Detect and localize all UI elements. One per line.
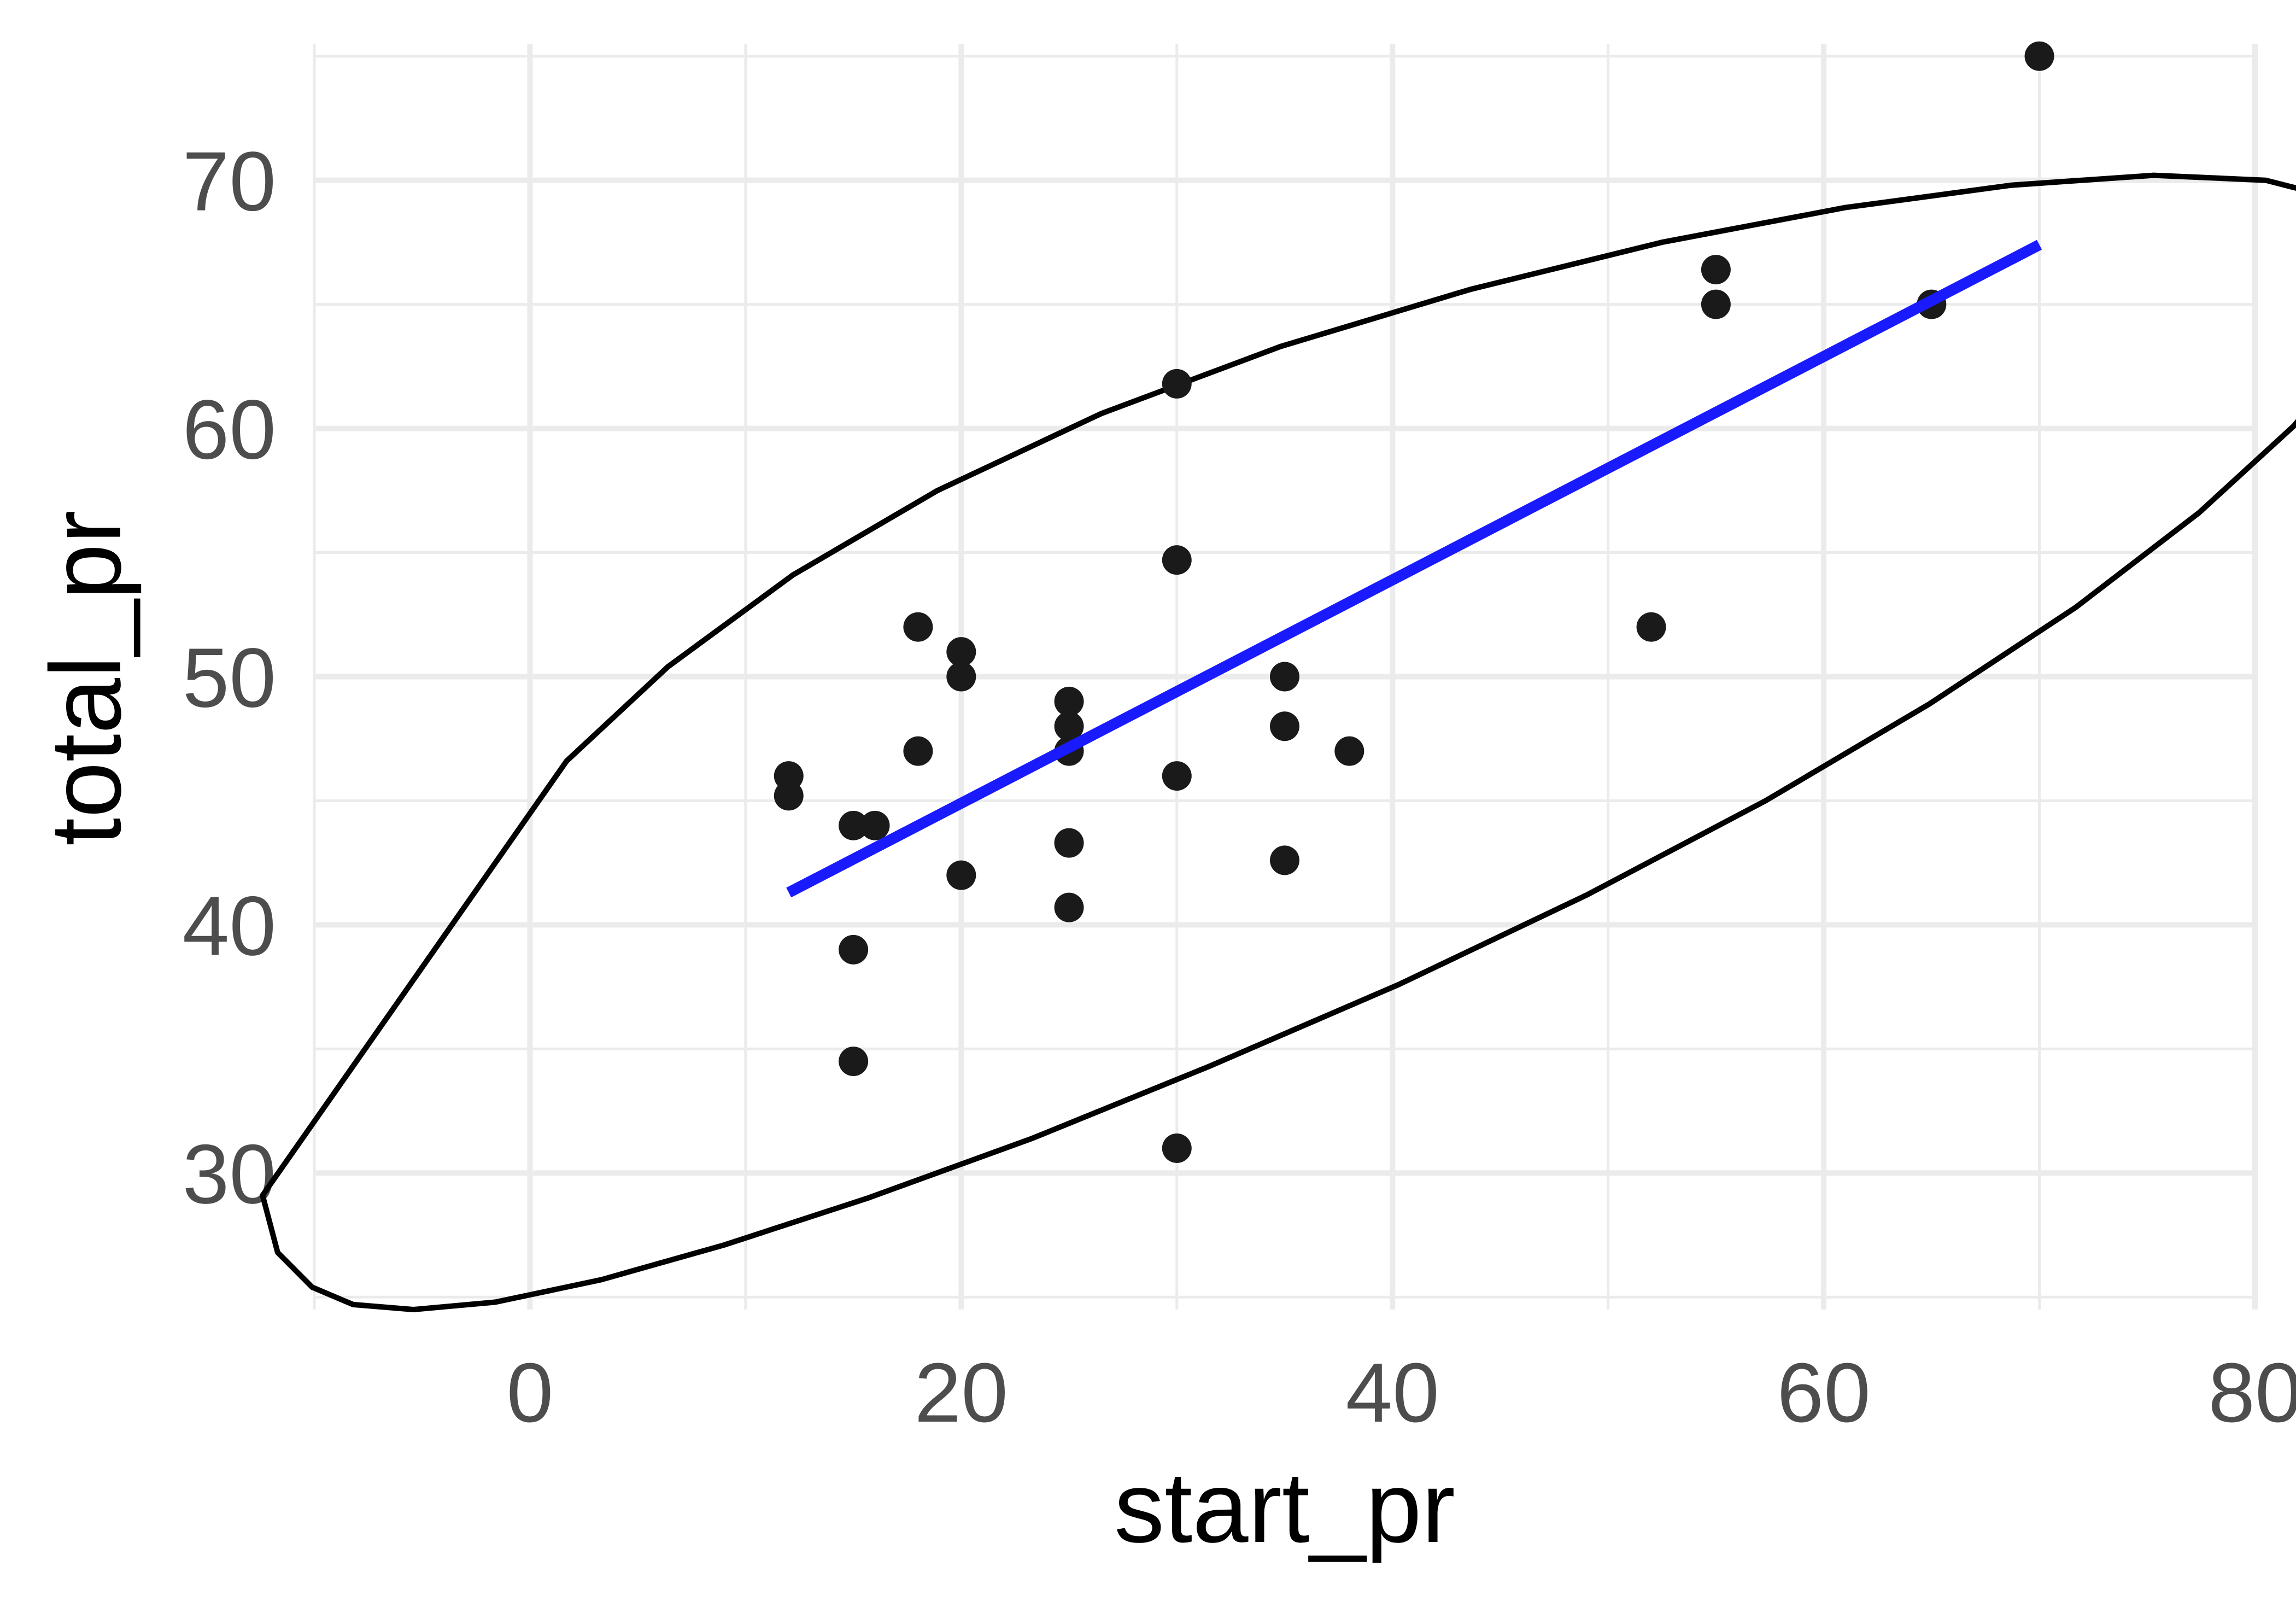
data-point	[1701, 255, 1731, 285]
data-point	[2024, 41, 2054, 71]
data-point	[903, 736, 933, 766]
confidence-ellipse	[260, 172, 2296, 1312]
y-tick-label: 50	[183, 631, 276, 725]
y-tick-label: 60	[183, 383, 276, 477]
data-point	[1162, 369, 1192, 399]
data-point	[903, 612, 933, 642]
x-tick-label: 40	[1346, 1346, 1439, 1440]
data-point	[1054, 711, 1084, 741]
data-point	[946, 637, 976, 667]
data-point	[1054, 686, 1084, 716]
data-point	[1636, 612, 1666, 642]
y-axis-title: total_pr	[29, 510, 142, 846]
data-point	[1270, 662, 1299, 692]
data-point	[946, 662, 976, 692]
x-tick-labels: 0 20 40 60 80	[507, 1346, 2296, 1440]
data-point	[839, 934, 869, 965]
data-point	[1162, 545, 1192, 575]
data-point	[1701, 289, 1731, 319]
data-point	[860, 810, 890, 840]
data-point	[1054, 828, 1084, 858]
regression-line	[786, 239, 2042, 898]
data-point	[1054, 892, 1084, 922]
y-tick-label: 40	[183, 879, 276, 973]
y-tick-label: 30	[183, 1127, 276, 1221]
data-point	[1162, 1133, 1192, 1163]
data-point	[839, 810, 869, 840]
data-point	[774, 781, 804, 811]
data-point	[946, 860, 976, 890]
data-point	[1270, 711, 1299, 741]
data-point	[839, 1047, 869, 1077]
x-tick-label: 0	[507, 1346, 554, 1440]
data-point	[1334, 736, 1364, 766]
y-tick-label: 70	[183, 135, 276, 229]
data-point	[1162, 761, 1192, 791]
x-axis-title: start_pr	[1114, 1451, 1455, 1563]
x-tick-label: 20	[915, 1346, 1008, 1440]
data-point	[1270, 845, 1299, 875]
x-tick-label: 60	[1777, 1346, 1870, 1440]
data-points	[774, 41, 2054, 1163]
x-tick-label: 80	[2208, 1346, 2296, 1440]
y-tick-labels: 30 40 50 60 70	[183, 135, 276, 1222]
